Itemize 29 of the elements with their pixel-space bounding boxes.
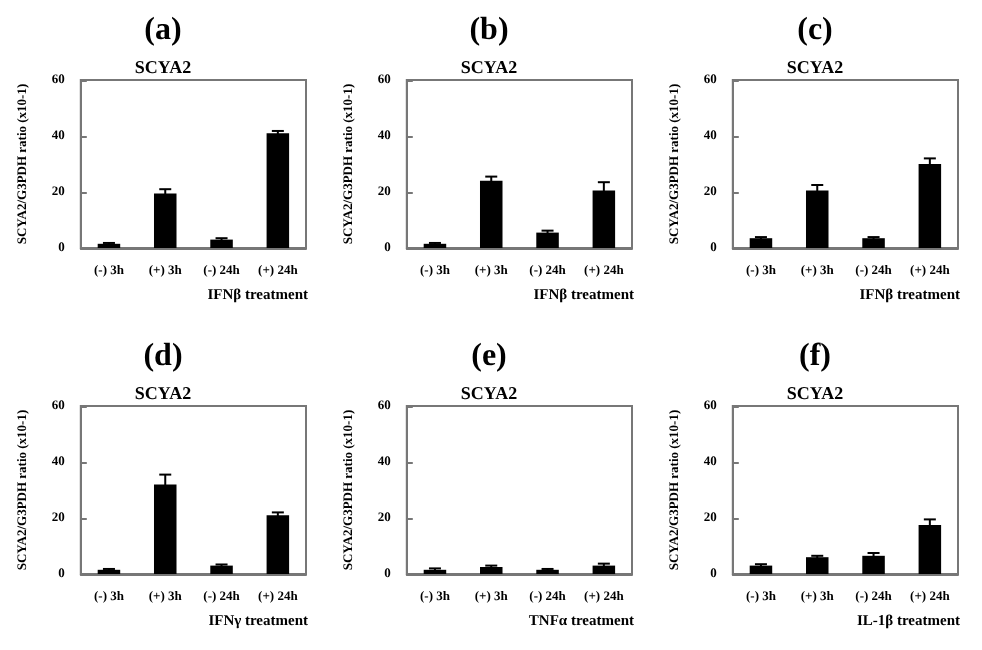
bar xyxy=(862,554,885,573)
bar xyxy=(749,564,773,573)
chart-subtitle: SCYA2 xyxy=(460,382,519,402)
chart-title: (e) xyxy=(471,338,507,372)
bar xyxy=(266,133,290,248)
bar xyxy=(749,238,773,248)
chart-title: (b) xyxy=(469,13,509,47)
chart-subtitle: SCYA2 xyxy=(134,382,193,402)
bar xyxy=(805,190,829,248)
chart-title: (f) xyxy=(799,338,831,372)
chart-title: (c) xyxy=(797,13,833,47)
chart-subtitle: SCYA2 xyxy=(460,57,519,77)
bar xyxy=(153,483,177,573)
chart-subtitle: SCYA2 xyxy=(134,57,193,77)
chart-subtitle: SCYA2 xyxy=(786,57,845,77)
bar xyxy=(479,180,503,248)
bar xyxy=(210,564,233,573)
bar xyxy=(536,232,559,248)
bar xyxy=(918,524,942,573)
bar xyxy=(210,239,233,248)
bar xyxy=(266,514,290,573)
chart-title: (d) xyxy=(143,338,183,372)
chart-title: (a) xyxy=(144,13,182,47)
bar xyxy=(805,556,829,573)
bar xyxy=(153,193,177,248)
bar xyxy=(918,164,942,248)
chart-subtitle: SCYA2 xyxy=(786,382,845,402)
bar xyxy=(592,190,616,248)
bar xyxy=(862,238,885,248)
